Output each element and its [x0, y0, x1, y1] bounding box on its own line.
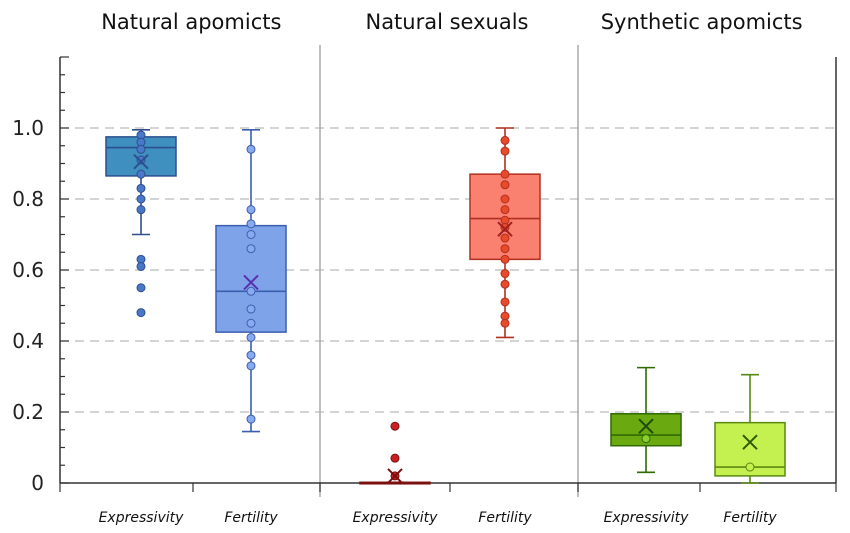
mean-marker: [133, 154, 149, 170]
panel-title: Natural sexuals: [365, 10, 528, 34]
data-point: [745, 462, 755, 472]
data-point: [246, 350, 256, 360]
y-tick-label: 0.6: [12, 258, 44, 282]
data-point: [500, 180, 510, 190]
data-point: [136, 205, 146, 215]
x-category-label: Fertility: [224, 510, 278, 526]
x-category-label: Expressivity: [604, 510, 690, 526]
data-point: [246, 286, 256, 296]
data-point: [500, 318, 510, 328]
data-point: [500, 135, 510, 145]
data-point: [500, 297, 510, 307]
mean-marker: [387, 468, 403, 484]
iqr-box: [610, 413, 682, 447]
data-point: [246, 361, 256, 371]
mean-marker: [243, 274, 259, 291]
mean-marker: [497, 221, 513, 237]
mean-marker: [742, 434, 758, 450]
panel-title: Natural apomicts: [101, 10, 281, 34]
data-point: [246, 219, 256, 229]
data-point: [500, 169, 510, 179]
panel-title: Synthetic apomicts: [601, 10, 803, 34]
data-point: [246, 144, 256, 154]
y-tick-label: 1.0: [12, 116, 44, 140]
x-category-label: Fertility: [723, 510, 777, 526]
data-point: [246, 244, 256, 254]
data-point: [500, 222, 510, 232]
x-category-label: Expressivity: [99, 510, 185, 526]
data-point: [246, 230, 256, 239]
data-point: [246, 205, 256, 215]
data-point: [246, 318, 256, 328]
y-tick-label: 0.8: [12, 187, 44, 211]
data-point: [390, 453, 400, 463]
data-point: [136, 183, 146, 193]
data-point: [500, 194, 510, 204]
data-point: [246, 304, 256, 314]
data-point: [136, 261, 146, 271]
data-point: [136, 283, 146, 293]
y-tick-label: 0.4: [12, 329, 44, 353]
data-point: [641, 434, 651, 444]
data-point: [500, 146, 510, 156]
data-point: [500, 254, 510, 264]
data-point: [136, 144, 146, 154]
data-point: [500, 244, 510, 254]
data-point: [136, 155, 146, 165]
x-category-label: Fertility: [478, 510, 532, 526]
y-tick-label: 0: [31, 471, 44, 495]
mean-marker: [638, 418, 654, 434]
data-point: [246, 332, 256, 342]
data-point: [500, 269, 510, 279]
data-point: [500, 279, 510, 289]
x-category-label: Expressivity: [353, 510, 439, 526]
y-tick-label: 0.2: [12, 400, 44, 424]
data-point: [390, 421, 400, 431]
data-point: [136, 194, 146, 204]
data-point: [136, 169, 146, 179]
data-point: [136, 308, 146, 318]
data-point: [246, 414, 256, 424]
data-point: [500, 233, 510, 243]
data-point: [500, 205, 510, 215]
iqr-box: [215, 224, 287, 333]
